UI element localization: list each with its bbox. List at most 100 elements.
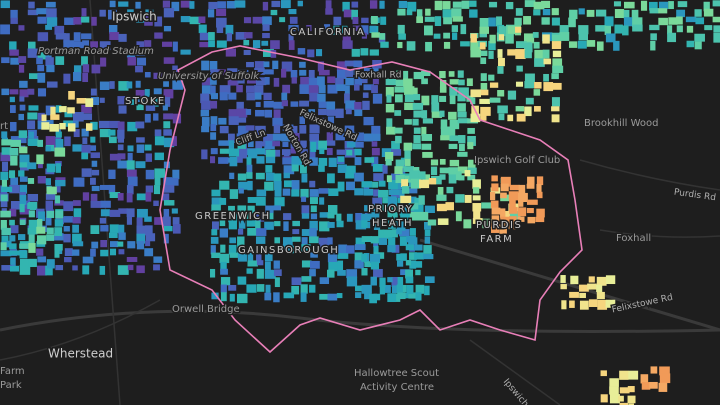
building-block xyxy=(344,69,354,77)
building-block xyxy=(37,49,48,60)
building-block xyxy=(226,1,236,9)
building-block xyxy=(299,100,310,107)
building-block xyxy=(54,243,63,251)
building-block xyxy=(54,250,60,258)
building-block xyxy=(163,121,171,129)
building-block xyxy=(354,252,363,263)
building-block xyxy=(578,8,585,15)
building-block xyxy=(228,109,239,117)
building-block xyxy=(127,9,134,16)
building-block xyxy=(91,64,101,74)
building-block xyxy=(229,172,235,180)
building-block xyxy=(318,157,328,166)
building-block xyxy=(387,277,393,283)
building-block xyxy=(346,165,356,175)
building-block xyxy=(300,76,310,86)
building-block xyxy=(619,402,629,405)
building-block xyxy=(430,166,438,176)
building-block xyxy=(255,101,261,108)
building-block xyxy=(281,92,288,101)
building-block xyxy=(247,205,255,214)
building-block xyxy=(55,105,62,113)
building-block xyxy=(210,268,216,278)
building-block xyxy=(461,0,470,9)
building-block xyxy=(467,135,476,146)
building-block xyxy=(255,148,266,155)
road xyxy=(579,159,720,191)
building-block xyxy=(385,86,394,97)
building-block xyxy=(273,149,281,157)
building-block xyxy=(318,188,330,194)
building-block xyxy=(73,17,82,25)
building-block xyxy=(201,77,212,86)
building-block xyxy=(413,71,425,80)
building-block xyxy=(82,113,93,120)
building-block xyxy=(162,104,168,111)
building-block xyxy=(108,9,117,20)
building-block xyxy=(237,205,247,213)
building-block xyxy=(694,33,705,42)
building-block xyxy=(694,41,702,50)
building-block xyxy=(9,219,15,226)
building-block xyxy=(246,172,253,179)
building-block xyxy=(85,98,94,107)
building-block xyxy=(386,94,392,103)
building-block xyxy=(236,133,245,140)
building-block xyxy=(118,81,129,91)
place-label: Park xyxy=(0,380,22,391)
building-block xyxy=(72,144,83,152)
building-block xyxy=(533,1,545,10)
building-block xyxy=(246,76,258,84)
building-block xyxy=(473,210,481,221)
building-block xyxy=(126,185,134,195)
building-block xyxy=(64,248,73,257)
building-block xyxy=(424,16,435,22)
building-block xyxy=(211,221,219,230)
building-block xyxy=(372,133,381,141)
building-block xyxy=(470,41,481,51)
building-block xyxy=(210,69,221,75)
building-block xyxy=(9,250,20,256)
building-block xyxy=(108,136,117,144)
building-block xyxy=(255,172,265,180)
building-block xyxy=(650,40,656,51)
building-block xyxy=(126,160,135,171)
building-block xyxy=(162,97,171,107)
area-label: STOKE xyxy=(125,96,166,107)
building-block xyxy=(0,200,8,208)
building-block xyxy=(109,81,115,89)
building-block xyxy=(279,17,286,23)
building-block xyxy=(198,16,206,24)
building-block xyxy=(507,114,514,122)
building-block xyxy=(370,261,380,270)
area-label: PRIORY xyxy=(368,204,413,215)
boundary xyxy=(159,45,583,354)
building-block xyxy=(0,219,7,230)
building-block xyxy=(274,237,281,244)
building-block xyxy=(371,141,378,147)
building-block xyxy=(244,32,253,39)
building-block xyxy=(236,156,243,163)
building-block xyxy=(524,49,532,59)
building-block xyxy=(219,85,231,95)
building-block xyxy=(337,181,345,192)
building-block xyxy=(211,204,221,211)
building-block xyxy=(237,141,246,149)
building-block xyxy=(45,49,52,59)
building-block xyxy=(649,381,658,389)
building-block xyxy=(180,49,191,55)
building-block xyxy=(391,205,402,211)
building-block xyxy=(406,9,413,16)
building-block xyxy=(41,114,47,122)
building-block xyxy=(399,229,410,237)
building-block xyxy=(236,101,244,112)
building-block xyxy=(373,245,379,255)
building-block xyxy=(713,25,720,33)
building-block xyxy=(439,79,447,90)
building-block xyxy=(388,180,399,190)
building-block xyxy=(256,189,267,197)
building-block xyxy=(91,169,100,176)
building-block xyxy=(73,120,79,128)
building-block xyxy=(318,108,327,116)
building-block xyxy=(1,57,10,64)
